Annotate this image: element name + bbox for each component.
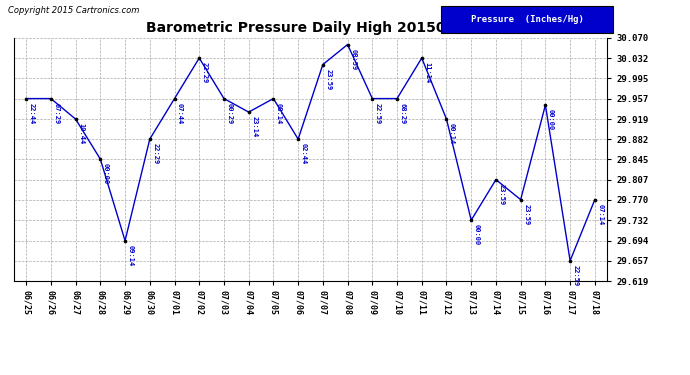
Point xyxy=(466,217,477,223)
Text: 22:59: 22:59 xyxy=(573,265,579,286)
Point xyxy=(589,196,600,202)
Text: 07:14: 07:14 xyxy=(598,204,603,225)
Point xyxy=(441,116,452,122)
Text: 08:59: 08:59 xyxy=(350,49,356,70)
Text: 23:59: 23:59 xyxy=(523,204,529,225)
Text: 07:44: 07:44 xyxy=(177,103,183,124)
Point xyxy=(268,96,279,102)
Point xyxy=(540,102,551,108)
Text: 68:29: 68:29 xyxy=(400,103,406,124)
Point xyxy=(391,96,402,102)
Text: 22:59: 22:59 xyxy=(375,103,381,124)
Text: 10:44: 10:44 xyxy=(78,123,84,144)
Point xyxy=(515,196,526,202)
Text: Pressure  (Inches/Hg): Pressure (Inches/Hg) xyxy=(471,15,584,24)
Point xyxy=(564,258,575,264)
Text: 23:59: 23:59 xyxy=(326,69,331,90)
Text: 22:29: 22:29 xyxy=(201,62,208,84)
Point xyxy=(491,177,502,183)
Point xyxy=(119,238,130,244)
Text: 00:00: 00:00 xyxy=(474,224,480,246)
Point xyxy=(21,96,32,102)
Text: Copyright 2015 Cartronics.com: Copyright 2015 Cartronics.com xyxy=(8,6,139,15)
Text: 00:14: 00:14 xyxy=(449,123,455,144)
Point xyxy=(342,42,353,48)
Point xyxy=(416,55,427,61)
Point xyxy=(367,96,378,102)
Text: 07:29: 07:29 xyxy=(53,103,59,124)
Text: 00:00: 00:00 xyxy=(548,109,554,130)
Text: 09:14: 09:14 xyxy=(128,245,134,266)
Point xyxy=(70,116,81,122)
Text: 23:59: 23:59 xyxy=(498,184,504,205)
Point xyxy=(194,55,205,61)
Point xyxy=(317,62,328,68)
Point xyxy=(243,109,254,115)
Text: 22:29: 22:29 xyxy=(152,143,158,165)
Title: Barometric Pressure Daily High 20150719: Barometric Pressure Daily High 20150719 xyxy=(146,21,475,35)
Text: 22:44: 22:44 xyxy=(29,103,34,124)
Text: 00:29: 00:29 xyxy=(226,103,233,124)
Point xyxy=(293,136,304,142)
FancyBboxPatch shape xyxy=(441,6,613,33)
Point xyxy=(219,96,230,102)
Point xyxy=(46,96,57,102)
Text: 08:14: 08:14 xyxy=(276,103,282,124)
Point xyxy=(95,156,106,162)
Point xyxy=(169,96,180,102)
Text: 23:14: 23:14 xyxy=(251,116,257,138)
Point xyxy=(144,136,155,142)
Text: 11:14: 11:14 xyxy=(424,62,431,84)
Text: 02:44: 02:44 xyxy=(301,143,306,165)
Text: 00:00: 00:00 xyxy=(103,163,109,184)
